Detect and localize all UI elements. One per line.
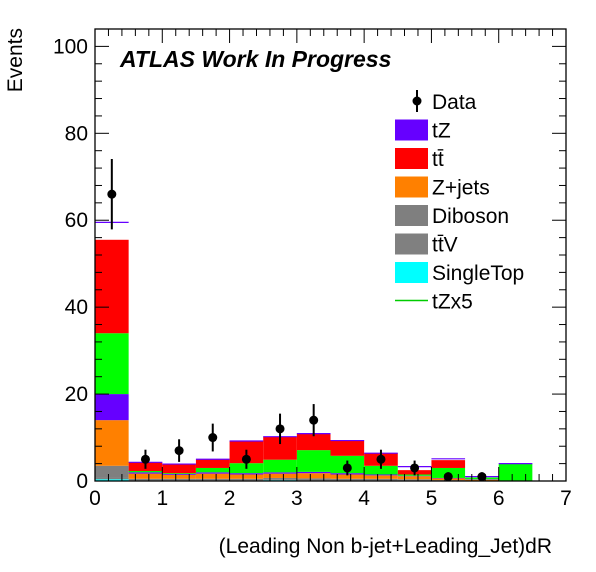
legend-label: Z+jets [432,177,490,200]
legend-label: SingleTop [432,262,524,285]
y-tick-label: 100 [53,35,88,58]
bar-segment [95,239,129,334]
y-tick-label: 80 [65,122,88,145]
bar-segment [364,475,398,479]
legend: Data tZ tt̄ Z+jets Diboson tt̄V SingleTop tZx5 [395,90,524,314]
legend-swatch [395,176,428,198]
y-tick-label: 0 [76,470,88,493]
data-point [275,424,285,434]
data-point [410,463,420,473]
bar-segment [95,333,129,395]
x-tick-label: 6 [493,487,505,510]
data-point [174,446,184,456]
bar-segment [128,478,163,481]
bar-segment [296,433,331,451]
bar-segment [128,471,163,473]
bar-segment [162,473,196,475]
bar-segment [195,459,230,468]
bar-segment [296,473,331,479]
bar-segment [263,436,297,460]
x-tick-label: 0 [89,487,101,510]
bar-segment [263,459,297,473]
bar-segment [95,465,129,478]
bar-segment [95,420,129,466]
bar-segment [162,474,196,475]
bar-segment [364,478,398,481]
bar-segment [95,477,129,480]
bar-segment [296,450,331,472]
data-point [241,454,251,464]
bar-segment [397,476,432,480]
data-points [107,158,487,482]
bar-segment [95,479,129,481]
bar-segment [128,473,163,479]
legend-label: tt̄ [432,148,444,171]
data-point [443,472,453,482]
bar-segment [95,394,129,421]
y-tick-label: 60 [65,209,88,232]
bar-segment [229,473,264,475]
legend-label: Diboson [432,205,509,228]
bar-segment [195,467,230,473]
bar-segment [364,474,398,476]
bar-segment [162,464,196,474]
x-tick-label: 2 [224,487,236,510]
x-tick-label: 4 [358,487,370,510]
legend-label: tZx5 [432,291,473,314]
data-point [342,463,352,473]
axis-ticks: 0 1 2 3 4 5 6 7 0 20 40 60 80 100 [53,28,572,510]
data-point [376,454,386,464]
legend-label: tt̄V [432,234,458,257]
bar-segment [330,440,365,456]
y-tick-label: 40 [65,296,88,319]
legend-swatch [395,148,428,169]
bar-segment [330,474,365,479]
bar-segment [330,478,365,481]
bar-segment [128,472,163,474]
data-point [107,189,117,199]
y-tick-label: 20 [65,383,88,406]
legend-swatch [395,119,428,141]
x-tick-label: 7 [560,487,572,510]
x-tick-label: 3 [291,487,303,510]
data-point [140,454,150,464]
bar-segment [431,460,466,468]
x-axis-label: (Leading Non b-jet+Leading_Jet)dR [219,535,552,558]
bar-segment [162,478,196,481]
x-tick-label: 1 [156,487,168,510]
legend-swatch [395,205,428,226]
data-point [309,415,319,425]
bar-segment [195,473,230,479]
x-tick-label: 5 [426,487,438,510]
bar-segment [263,477,297,480]
data-point [208,433,218,443]
bar-segment [296,471,331,474]
legend-swatch [395,262,428,283]
bar-segment [263,473,297,478]
legend-label: Data [432,91,477,114]
bar-segment [195,472,230,474]
bar-segment [364,465,398,475]
bar-segment [162,474,196,479]
legend-marker [412,96,422,106]
bar-segment [397,479,432,481]
bar-segment [296,478,331,481]
bar-segment [195,478,230,481]
bar-segment [229,474,264,479]
bar-segment [498,463,533,481]
data-point [477,472,487,482]
y-axis-label: Events [4,28,27,92]
legend-swatch [395,233,428,255]
atlas-label: ATLAS Work In Progress [119,46,391,72]
bar-segment [263,472,297,474]
legend-label: tZ [432,120,451,143]
bar-segment [229,478,264,481]
